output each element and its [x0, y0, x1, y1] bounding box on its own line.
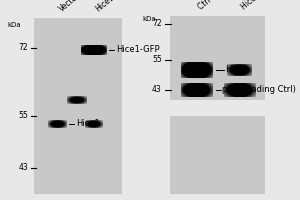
Text: Hice1-GFP: Hice1-GFP	[94, 0, 130, 14]
Text: Hice1-GFP: Hice1-GFP	[116, 46, 159, 54]
Text: 55: 55	[18, 112, 28, 120]
Text: kDa: kDa	[142, 16, 156, 22]
Bar	[34, 18, 122, 194]
Text: Hice1: Hice1	[225, 66, 249, 74]
Text: 43: 43	[152, 85, 162, 94]
Bar	[169, 116, 265, 194]
Text: 55: 55	[152, 55, 162, 64]
Text: Hice1 siRNA: Hice1 siRNA	[240, 0, 281, 12]
Bar	[169, 16, 265, 100]
Text: Hice1: Hice1	[76, 119, 100, 129]
Text: kDa: kDa	[7, 22, 21, 28]
Text: 72: 72	[152, 20, 162, 28]
Text: Ctrl siRNA: Ctrl siRNA	[197, 0, 232, 12]
Text: 72: 72	[18, 44, 28, 52]
Text: p84 (loading Ctrl): p84 (loading Ctrl)	[222, 85, 296, 94]
Text: Vector: Vector	[58, 0, 82, 14]
Text: 43: 43	[18, 164, 28, 172]
